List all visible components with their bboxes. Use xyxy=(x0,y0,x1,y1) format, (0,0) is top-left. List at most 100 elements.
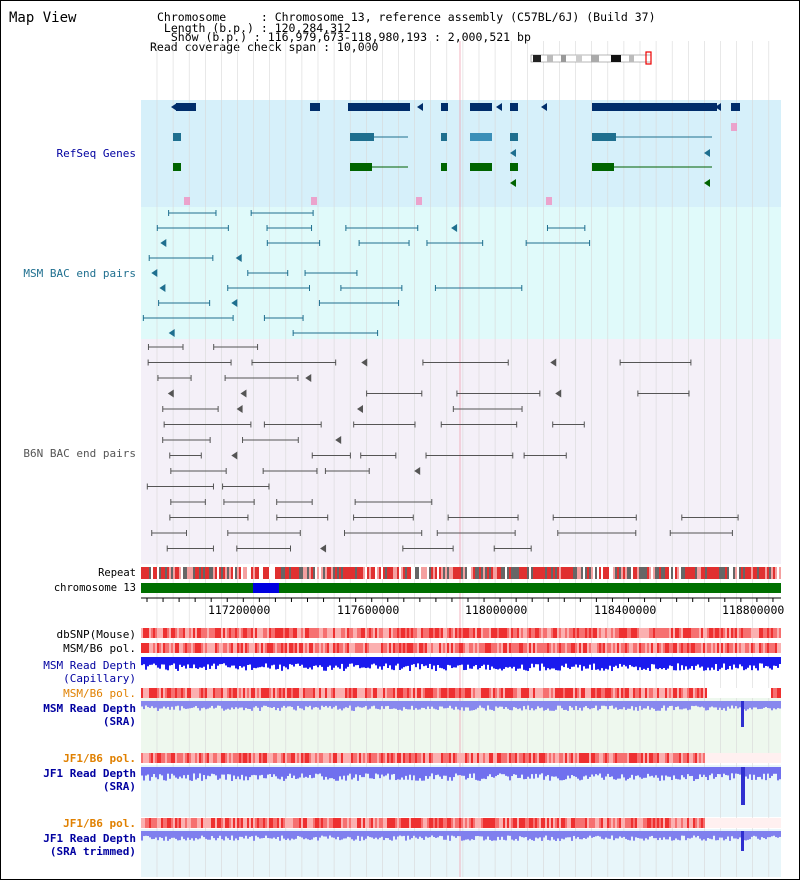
heat-cell xyxy=(509,753,511,763)
track-label-msm-depth-capillary[interactable]: MSM Read Depth xyxy=(43,659,136,672)
heat-cell xyxy=(321,753,323,763)
depth-bar xyxy=(425,657,427,666)
heat-cell xyxy=(549,628,551,638)
heat-cell xyxy=(179,628,181,638)
depth-bar xyxy=(181,767,183,779)
depth-bar xyxy=(587,657,589,669)
heat-cell xyxy=(625,753,627,763)
depth-bar xyxy=(317,701,319,708)
heat-cell xyxy=(313,688,315,698)
repeat-segment xyxy=(433,567,435,579)
depth-spike xyxy=(741,767,745,805)
heat-cell xyxy=(671,688,673,698)
depth-bar xyxy=(491,831,493,841)
depth-bar xyxy=(355,831,357,840)
heat-cell xyxy=(529,643,531,653)
depth-bar xyxy=(341,657,343,664)
repeat-segment xyxy=(715,567,717,579)
heat-cell xyxy=(663,643,665,653)
heat-cell xyxy=(589,688,591,698)
depth-bar xyxy=(633,657,635,668)
depth-bar xyxy=(749,767,751,775)
heat-cell xyxy=(551,818,553,828)
depth-bar xyxy=(761,831,763,838)
depth-bar xyxy=(263,701,265,706)
heat-cell xyxy=(635,688,637,698)
track-label-msm-pol-1[interactable]: MSM/B6 pol. xyxy=(63,642,136,655)
depth-bar xyxy=(405,657,407,667)
heat-cell xyxy=(517,643,519,653)
depth-bar xyxy=(183,701,185,709)
heat-cell xyxy=(511,688,513,698)
heat-cell xyxy=(455,753,457,763)
heat-cell xyxy=(637,753,639,763)
depth-bar xyxy=(585,767,587,776)
depth-bar xyxy=(533,701,535,711)
gene-arrow xyxy=(171,103,177,111)
heat-cell xyxy=(333,628,335,638)
depth-bar xyxy=(245,701,247,708)
heat-cell xyxy=(323,753,325,763)
depth-bar xyxy=(779,767,781,780)
heat-cell xyxy=(213,818,215,828)
depth-bar xyxy=(607,767,609,774)
depth-bar xyxy=(149,657,151,665)
track-label-refseq[interactable]: RefSeq Genes xyxy=(56,147,136,160)
heat-cell xyxy=(477,643,479,653)
heat-cell xyxy=(647,643,649,653)
depth-bar xyxy=(437,767,439,775)
heat-cell xyxy=(273,688,275,698)
depth-bar xyxy=(257,657,259,668)
heat-cell xyxy=(321,628,323,638)
track-label-dbsnp[interactable]: dbSNP(Mouse) xyxy=(56,628,136,641)
heat-cell xyxy=(301,688,303,698)
depth-bar xyxy=(617,831,619,839)
heat-cell xyxy=(423,628,425,638)
heat-cell xyxy=(247,643,249,653)
track-label-b6n-bac[interactable]: B6N BAC end pairs xyxy=(23,447,136,460)
heat-cell xyxy=(215,818,217,828)
heat-cell xyxy=(675,628,677,638)
repeat-segment xyxy=(361,567,363,579)
track-label-msm-bac[interactable]: MSM BAC end pairs xyxy=(23,267,136,280)
track-label-msm-depth-sra[interactable]: MSM Read Depth xyxy=(43,702,136,715)
heat-cell xyxy=(309,628,311,638)
repeat-segment xyxy=(339,567,341,579)
track-label-jf1-depth-sra[interactable]: JF1 Read Depth xyxy=(43,767,136,780)
depth-bar xyxy=(661,657,663,670)
depth-bar xyxy=(371,657,373,665)
depth-bar xyxy=(705,767,707,777)
depth-bar xyxy=(571,657,573,667)
heat-cell xyxy=(409,818,411,828)
heat-cell xyxy=(159,688,161,698)
heat-cell xyxy=(661,643,663,653)
heat-cell xyxy=(699,628,701,638)
axis-tick-label: 118400000 xyxy=(594,603,657,617)
track-label-msm-pol-2[interactable]: MSM/B6 pol. xyxy=(63,687,136,700)
depth-bar xyxy=(327,657,329,667)
heat-cell xyxy=(149,628,151,638)
depth-bar xyxy=(641,657,643,670)
depth-bar xyxy=(733,831,735,839)
heat-cell xyxy=(705,643,707,653)
heat-cell xyxy=(645,818,647,828)
heat-cell xyxy=(659,628,661,638)
heat-cell xyxy=(455,643,457,653)
track-label-jf1-depth-trimmed[interactable]: JF1 Read Depth xyxy=(43,832,136,845)
depth-bar xyxy=(417,701,419,710)
depth-bar xyxy=(565,767,567,780)
depth-bar xyxy=(143,767,145,781)
heat-cell xyxy=(489,688,491,698)
heat-cell xyxy=(669,818,671,828)
heat-cell xyxy=(413,753,415,763)
heat-cell xyxy=(223,753,225,763)
track-label-jf1-pol-2[interactable]: JF1/B6 pol. xyxy=(63,817,136,830)
heat-cell xyxy=(555,643,557,653)
heat-cell xyxy=(343,753,345,763)
heat-cell xyxy=(699,643,701,653)
track-label-jf1-pol-1[interactable]: JF1/B6 pol. xyxy=(63,752,136,765)
depth-bar xyxy=(255,701,257,707)
depth-bar xyxy=(337,657,339,668)
heat-cell xyxy=(163,688,165,698)
